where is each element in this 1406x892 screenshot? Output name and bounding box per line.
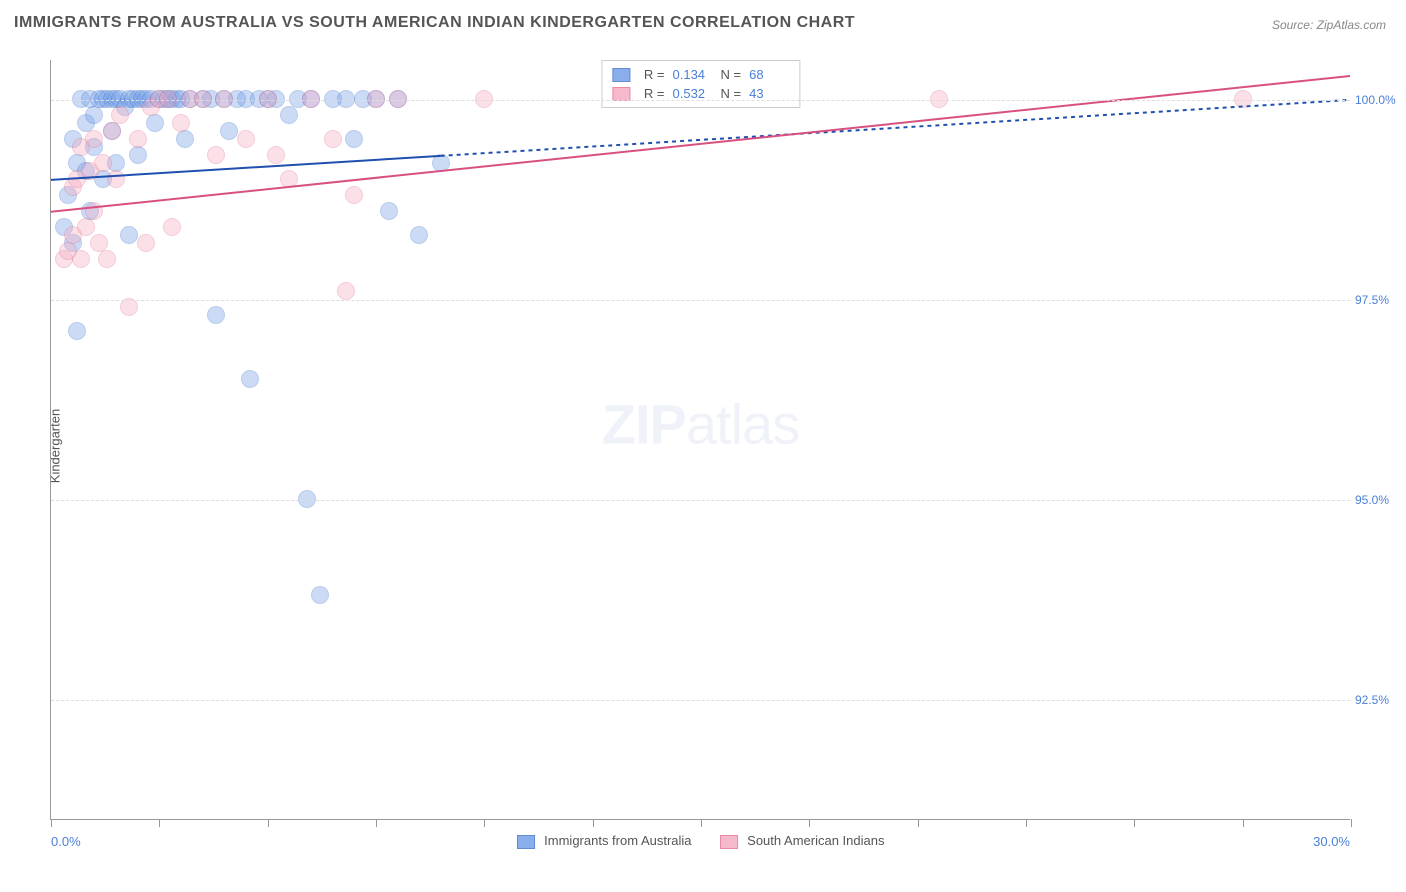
data-point [98,250,116,268]
legend-swatch-1 [720,835,738,849]
x-tick-mark [159,819,160,827]
y-tick-label: 100.0% [1355,93,1406,107]
data-point [107,170,125,188]
swatch-series-1 [612,87,630,101]
data-point [146,114,164,132]
data-point [172,114,190,132]
gridline [51,100,1350,101]
data-point [237,130,255,148]
x-tick-mark [701,819,702,827]
x-tick-mark [1134,819,1135,827]
data-point [137,234,155,252]
legend: Immigrants from Australia South American… [517,833,885,849]
data-point [345,186,363,204]
data-point [129,146,147,164]
stats-row-1: R = 0.134 N = 68 [612,65,789,84]
gridline [51,500,1350,501]
data-point [207,146,225,164]
data-point [103,122,121,140]
data-point [380,202,398,220]
data-point [72,250,90,268]
x-tick-mark [484,819,485,827]
data-point [311,586,329,604]
x-tick-mark [809,819,810,827]
data-point [159,90,177,108]
legend-swatch-0 [517,835,535,849]
data-point [120,226,138,244]
x-tick-mark [376,819,377,827]
data-point [475,90,493,108]
data-point [207,306,225,324]
data-point [930,90,948,108]
data-point [129,130,147,148]
data-point [345,130,363,148]
legend-item-1: South American Indians [720,833,885,849]
data-point [432,154,450,172]
data-point [241,370,259,388]
x-tick-mark [593,819,594,827]
data-point [94,154,112,172]
data-point [337,90,355,108]
gridline [51,300,1350,301]
y-tick-label: 92.5% [1355,693,1406,707]
data-point [259,90,277,108]
data-point [389,90,407,108]
trend-lines-layer [51,60,1350,819]
data-point [111,106,129,124]
data-point [85,130,103,148]
data-point [280,106,298,124]
data-point [337,282,355,300]
watermark: ZIPatlas [602,392,799,457]
data-point [410,226,428,244]
data-point [1234,90,1252,108]
plot-area: ZIPatlas R = 0.134 N = 68 R = 0.532 N = … [50,60,1350,820]
swatch-series-0 [612,68,630,82]
data-point [85,106,103,124]
x-tick-mark [51,819,52,827]
data-point [194,90,212,108]
x-axis-min-label: 0.0% [51,834,81,849]
data-point [220,122,238,140]
data-point [163,218,181,236]
chart-title: IMMIGRANTS FROM AUSTRALIA VS SOUTH AMERI… [14,14,855,32]
x-tick-mark [1243,819,1244,827]
data-point [324,130,342,148]
legend-item-0: Immigrants from Australia [517,833,692,849]
x-axis-max-label: 30.0% [1313,834,1350,849]
y-tick-label: 95.0% [1355,493,1406,507]
data-point [367,90,385,108]
data-point [302,90,320,108]
data-point [298,490,316,508]
source-label: Source: ZipAtlas.com [1272,18,1386,32]
data-point [68,322,86,340]
data-point [267,146,285,164]
x-tick-mark [1026,819,1027,827]
data-point [176,130,194,148]
data-point [85,202,103,220]
data-point [77,218,95,236]
x-tick-mark [268,819,269,827]
y-tick-label: 97.5% [1355,293,1406,307]
x-tick-mark [918,819,919,827]
data-point [280,170,298,188]
data-point [215,90,233,108]
gridline [51,700,1350,701]
x-tick-mark [1351,819,1352,827]
